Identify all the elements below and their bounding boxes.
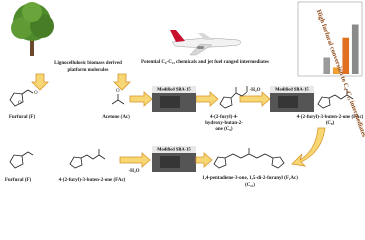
furfural-structure: O O — [9, 89, 38, 107]
acetone-structure: O — [111, 89, 125, 105]
fac-class: (C₈) — [326, 121, 335, 126]
furfural-structure — [9, 151, 34, 169]
fac-label: 4-(2-furyl)-3-buten-2-one (FAc) — [297, 115, 364, 120]
svg-text:O: O — [34, 91, 38, 96]
dehydration-label: -H₂O — [129, 169, 140, 174]
bar — [323, 57, 331, 74]
catalyst-image: Modified SBA-15 — [152, 86, 196, 112]
bar — [342, 37, 350, 74]
fac-structure — [317, 89, 354, 109]
catalyst-image: Modified SBA-15 — [270, 86, 314, 112]
bar — [332, 67, 340, 74]
arrow — [239, 91, 271, 107]
fac-label: 4-(2-furyl)-3-buten-2-one (FAc) — [59, 178, 126, 183]
f2ac-label: 1,4-pentadiene-3-one, 1,5-di-2-furanyl (… — [202, 176, 298, 181]
tree-label: Lignocellulosic biomass derived — [54, 61, 122, 66]
bar — [351, 24, 359, 74]
svg-text:O: O — [116, 89, 120, 94]
f2ac-structure — [213, 148, 285, 169]
intermediate-structure — [219, 86, 248, 109]
plane-label: Potential C₈-C₁₃ chemicals and jet fuel … — [141, 60, 269, 65]
dehydration-label: -H₂O — [250, 88, 261, 93]
arrow — [113, 73, 131, 91]
page: {"header": {"tree_label": ["Lignocellulo… — [4, 1, 365, 189]
inset-chart — [297, 1, 363, 77]
catalyst-label: Modified SBA-15 — [157, 147, 191, 152]
fac-structure — [69, 149, 106, 169]
arrow — [195, 91, 219, 107]
furfural-label: Furfural (F) — [9, 115, 36, 120]
catalyst-label: Modified SBA-15 — [275, 87, 309, 92]
intermediate-label: one (C₈) — [215, 127, 233, 132]
catalyst-image: Modified SBA-15 — [152, 146, 196, 172]
acetone-label: Acetone (Ac) — [102, 115, 130, 120]
arrow — [195, 152, 213, 168]
body: Lignocellulosic biomass derived platform… — [4, 1, 365, 189]
catalyst-label: Modified SBA-15 — [157, 87, 191, 92]
graphical-abstract: Lignocellulosic biomass derived platform… — [5, 1, 365, 188]
f2ac-class: (C₁₃) — [245, 183, 255, 188]
arrow — [129, 91, 153, 107]
arrow — [119, 152, 151, 168]
tree-label: platform molecules — [68, 68, 109, 73]
arrow — [31, 73, 49, 91]
svg-text:O: O — [18, 101, 22, 106]
intermediate-label: hydroxy-butan-2- — [205, 121, 243, 126]
arrow — [291, 127, 326, 167]
furfural-label: Furfural (F) — [5, 178, 32, 183]
airplane — [170, 30, 242, 56]
intermediate-label: 4-(2-furyl)-4- — [210, 115, 238, 120]
tree — [11, 2, 54, 56]
